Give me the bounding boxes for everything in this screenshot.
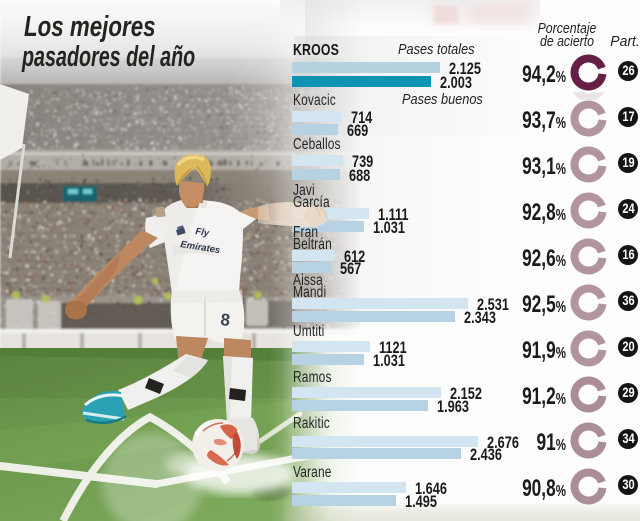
- svg-text:Fly: Fly: [195, 226, 211, 239]
- svg-text:8: 8: [220, 310, 231, 330]
